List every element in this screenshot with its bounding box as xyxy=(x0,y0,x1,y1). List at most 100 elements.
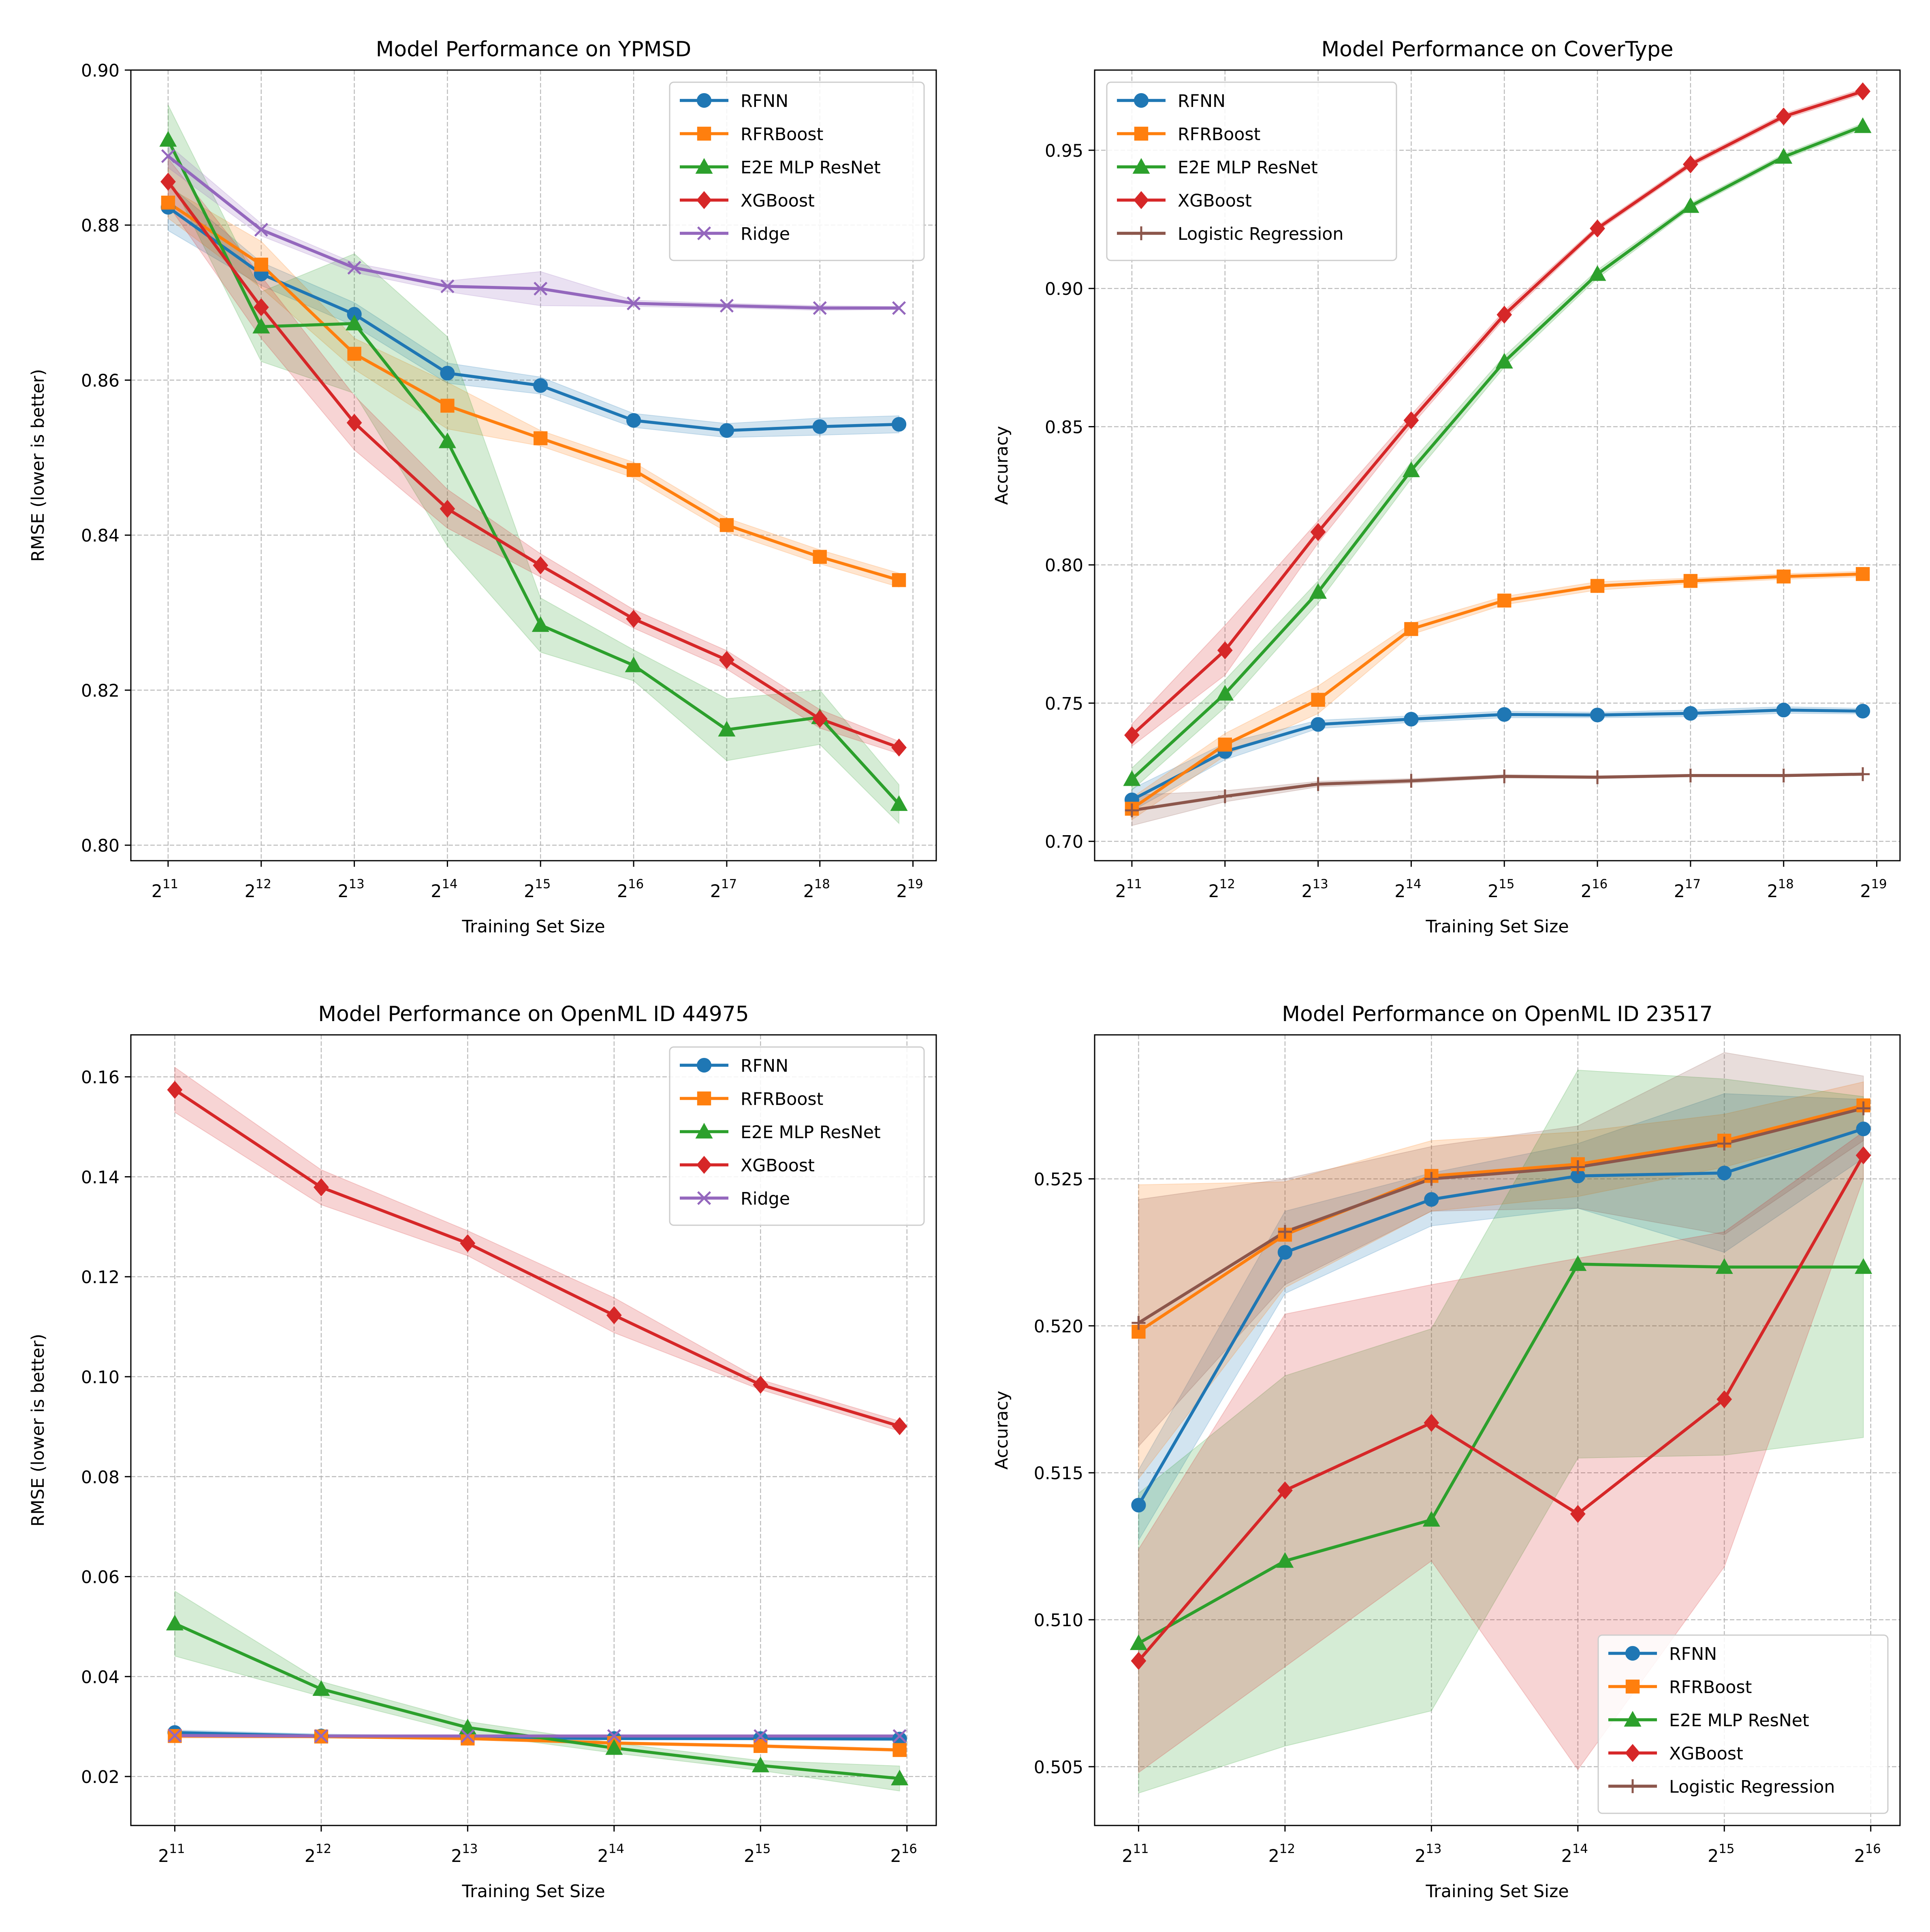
x-tick-exponent: 11 xyxy=(1133,1842,1149,1856)
point-xgboost xyxy=(1124,726,1140,744)
grid xyxy=(1095,70,1900,861)
x-tick-exponent: 12 xyxy=(1279,1842,1295,1856)
y-tick-label: 0.525 xyxy=(1034,1170,1083,1190)
point-xgboost xyxy=(160,173,176,191)
point-rfnn xyxy=(1497,707,1512,722)
point-e2e-mlp-resnet xyxy=(1123,770,1141,786)
x-axis-label: Training Set Size xyxy=(1425,917,1569,937)
point-rfnn xyxy=(626,413,641,428)
point-rfrboost xyxy=(719,518,734,532)
legend-item-rfrboost: RFRBoost xyxy=(680,124,823,145)
x-tick-exponent: 15 xyxy=(1499,877,1514,891)
legend-box xyxy=(1597,1634,1889,1814)
point-rfrboost xyxy=(1404,622,1418,636)
series-markers xyxy=(159,131,908,811)
y-axis: 0.02 0.04 0.06 0.08 0.10 0.12 0.14 0.16 xyxy=(81,1068,131,1787)
legend-item-xgboost: XGBoost xyxy=(680,1156,815,1176)
legend-marker xyxy=(1134,191,1149,209)
legend-marker xyxy=(1625,1744,1640,1762)
band-e2e-mlp-resnet xyxy=(167,104,900,825)
point-xgboost xyxy=(1310,523,1326,541)
point-rfnn xyxy=(1404,712,1419,727)
point-xgboost xyxy=(1570,1505,1586,1523)
point-xgboost xyxy=(533,556,549,575)
y-tick-label: 0.84 xyxy=(81,526,120,546)
x-tick-exponent: 19 xyxy=(1871,877,1887,891)
point-xgboost xyxy=(719,651,734,669)
y-tick-label: 0.80 xyxy=(81,836,120,856)
point-e2e-mlp-resnet xyxy=(166,1614,184,1631)
y-axis-label: RMSE (lower is better) xyxy=(28,1334,48,1527)
point-xgboost xyxy=(1277,1481,1293,1500)
series-lines xyxy=(173,1088,901,1780)
panel-ypmsd: 211 212 213 214 215 216 217 218 2190.800.820.840… xyxy=(28,37,937,937)
y-tick-label: 0.515 xyxy=(1034,1463,1083,1484)
point-xgboost xyxy=(460,1234,476,1252)
point-e2e-mlp-resnet xyxy=(890,795,908,811)
line-e2e-mlp-resnet xyxy=(173,1622,901,1780)
point-e2e-mlp-resnet xyxy=(1276,1552,1294,1568)
y-tick-label: 0.02 xyxy=(81,1767,120,1787)
legend-marker xyxy=(1132,158,1150,174)
point-xgboost xyxy=(1590,219,1605,238)
point-logistic-regression xyxy=(1125,803,1139,817)
legend: RFNN RFRBoost E2E MLP ResNet XGBoost Ridge xyxy=(669,81,925,261)
point-rfrboost xyxy=(1497,593,1512,608)
legend-marker xyxy=(1134,126,1149,141)
legend-item-e2e-mlp-resnet: E2E MLP ResNet xyxy=(1608,1710,1809,1731)
point-ridge xyxy=(626,296,641,311)
point-logistic-regression xyxy=(1132,1316,1146,1330)
y-tick-label: 0.520 xyxy=(1034,1316,1083,1337)
legend-marker xyxy=(1625,1679,1640,1694)
axes-frame xyxy=(1094,1034,1901,1826)
legend-marker xyxy=(1134,226,1149,241)
y-tick-label: 0.14 xyxy=(81,1167,120,1188)
x-tick-exponent: 14 xyxy=(1405,877,1421,891)
legend-label: Logistic Regression xyxy=(1178,224,1343,244)
line-xgboost xyxy=(173,1088,901,1428)
legend-item-ridge: Ridge xyxy=(680,224,790,244)
legend-marker xyxy=(697,1091,711,1106)
x-tick-exponent: 16 xyxy=(1865,1842,1881,1856)
point-e2e-mlp-resnet xyxy=(1569,1255,1587,1271)
x-tick-exponent: 17 xyxy=(721,877,737,891)
line-rfrboost xyxy=(1137,1104,1865,1333)
point-e2e-mlp-resnet xyxy=(718,721,736,737)
legend-item-rfnn: RFNN xyxy=(680,91,788,111)
point-logistic-regression xyxy=(1856,1101,1870,1115)
band-e2e-mlp-resnet xyxy=(1138,1070,1864,1794)
point-rfrboost xyxy=(1683,574,1698,588)
point-e2e-mlp-resnet xyxy=(891,1770,909,1785)
point-xgboost xyxy=(440,499,455,518)
legend-marker xyxy=(696,191,712,209)
point-rfnn xyxy=(1776,702,1791,718)
legend-label: RFNN xyxy=(1669,1644,1717,1664)
point-xgboost xyxy=(1131,1652,1146,1670)
x-tick-exponent: 13 xyxy=(1426,1842,1441,1856)
legend-item-xgboost: XGBoost xyxy=(1608,1744,1743,1764)
legend-marker xyxy=(696,1058,712,1073)
x-tick-exponent: 13 xyxy=(1313,877,1328,891)
legend-marker xyxy=(1625,1646,1640,1661)
x-tick-exponent: 18 xyxy=(814,877,830,891)
legend-label: RFRBoost xyxy=(1178,124,1260,145)
point-logistic-regression xyxy=(1218,789,1232,804)
point-xgboost xyxy=(892,1417,907,1435)
point-rfrboost xyxy=(892,573,906,587)
point-xgboost xyxy=(812,710,828,728)
point-ridge xyxy=(607,1729,621,1743)
x-tick-exponent: 13 xyxy=(349,877,365,891)
chart-title: Model Performance on YPMSD xyxy=(376,37,692,62)
point-e2e-mlp-resnet xyxy=(1422,1511,1440,1527)
band-ridge xyxy=(167,143,900,311)
point-rfrboost xyxy=(1855,567,1870,581)
point-rfnn xyxy=(812,419,827,434)
series-markers xyxy=(1129,1098,1872,1670)
legend-item-e2e-mlp-resnet: E2E MLP ResNet xyxy=(680,158,881,178)
y-tick-label: 0.70 xyxy=(1045,832,1083,852)
y-tick-label: 0.12 xyxy=(81,1267,120,1288)
point-logistic-regression xyxy=(1571,1160,1585,1174)
point-rfnn xyxy=(1856,1122,1871,1137)
point-ridge xyxy=(813,301,827,315)
